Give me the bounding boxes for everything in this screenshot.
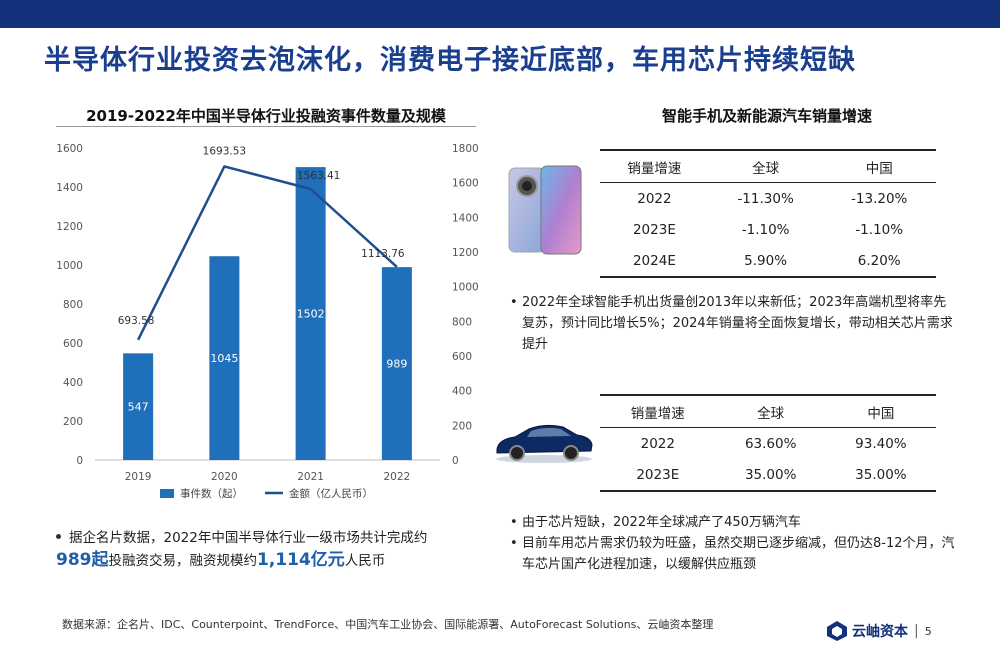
line-series bbox=[137, 165, 398, 341]
line-value-label: 1113.76 bbox=[361, 248, 405, 260]
logo-text: 云岫资本 bbox=[852, 624, 908, 640]
legend-bar-swatch bbox=[160, 489, 174, 498]
right-title: 智能手机及新能源汽车销量增速 bbox=[661, 107, 872, 125]
table-cell: 5.90% bbox=[708, 245, 823, 278]
bar-value-label: 989 bbox=[386, 358, 407, 371]
line-value-label: 1563.41 bbox=[297, 170, 340, 182]
bullet-dot bbox=[56, 534, 61, 539]
y-left-tick-label: 1600 bbox=[56, 143, 83, 155]
table-cell: 6.20% bbox=[822, 245, 936, 278]
table2-header-metric: 销量增速 bbox=[600, 394, 716, 428]
bar bbox=[295, 167, 326, 461]
y-right-tick-label: 1800 bbox=[452, 143, 479, 155]
table-row: 2023E -1.10% -1.10% bbox=[600, 214, 936, 245]
deal-amount: 1,114亿元 bbox=[257, 550, 345, 570]
table-cell: -1.10% bbox=[855, 221, 904, 238]
nev-note: 由于芯片短缺，2022年全球减产了450万辆汽车 目前车用芯片需求仍较为旺盛，虽… bbox=[510, 512, 955, 575]
table1-header-global: 全球 bbox=[708, 149, 823, 183]
table1-header-metric: 销量增速 bbox=[600, 149, 709, 183]
y-left-tick-label: 200 bbox=[63, 416, 83, 428]
table-cell: 2023E bbox=[632, 221, 676, 238]
x-tick-label: 2022 bbox=[384, 471, 411, 483]
data-source: 数据来源：企名片、IDC、Counterpoint、TrendForce、中国汽… bbox=[62, 618, 714, 631]
y-right-tick-label: 1200 bbox=[452, 247, 479, 259]
top-banner bbox=[0, 0, 1000, 28]
car-image bbox=[496, 424, 593, 463]
bar bbox=[209, 256, 240, 460]
smartphone-image bbox=[508, 165, 582, 255]
y-right-tick-label: 200 bbox=[452, 420, 472, 432]
table-cell: 2022 bbox=[640, 435, 675, 452]
table-cell: 35.00% bbox=[825, 459, 936, 492]
list-item: 目前车用芯片需求仍较为旺盛，虽然交期已逐步缩减，但仍达8-12个月，汽车芯片国产… bbox=[510, 533, 955, 575]
x-tick-label: 2019 bbox=[125, 471, 152, 483]
y-left-tick-label: 800 bbox=[63, 299, 83, 311]
table-cell: 63.60% bbox=[744, 435, 797, 452]
table-cell: 35.00% bbox=[715, 459, 826, 492]
left-bullet-mid: 投融资交易，融资规模约 bbox=[108, 553, 258, 569]
table-cell: -11.30% bbox=[737, 190, 794, 207]
table-cell: -1.10% bbox=[741, 221, 790, 238]
investment-chart: 0 200 400 600 800 1000 1200 1400 1600 0 200 400 600 8… bbox=[56, 143, 479, 500]
y-left-tick-label: 400 bbox=[63, 377, 83, 389]
brand-logo: 云岫资本 | 5 bbox=[826, 620, 932, 642]
page-number: 5 bbox=[924, 624, 932, 638]
table-row: 2022 63.60% 93.40% bbox=[600, 428, 936, 460]
table-row: 2023E 35.00% 35.00% bbox=[600, 459, 936, 492]
y-left-tick-label: 0 bbox=[76, 455, 83, 467]
table-cell: 2023E bbox=[600, 459, 716, 492]
page-separator: | bbox=[914, 623, 919, 639]
legend-line-label: 金额（亿人民币） bbox=[289, 487, 373, 500]
deal-count: 989起 bbox=[56, 550, 109, 570]
nev-sales-table: 销量增速 全球 中国 2022 63.60% 93.40% 2023E 35.0… bbox=[600, 394, 936, 492]
table-row: 2022 -11.30% -13.20% bbox=[600, 183, 936, 215]
smartphone-sales-table: 销量增速 全球 中国 2022 -11.30% -13.20% 2023E -1… bbox=[600, 149, 936, 278]
y-right-tick-label: 400 bbox=[452, 386, 472, 398]
y-left-tick-label: 1000 bbox=[56, 260, 83, 272]
table2-header-china: 中国 bbox=[825, 394, 936, 428]
y-right-tick-label: 1000 bbox=[452, 282, 479, 294]
y-right-tick-label: 800 bbox=[452, 316, 472, 328]
line-value-label: 1693.53 bbox=[203, 145, 246, 157]
y-left-tick-label: 1400 bbox=[56, 182, 83, 194]
line-value-label: 693.58 bbox=[118, 315, 155, 327]
y-left-tick-label: 600 bbox=[63, 338, 83, 350]
table-cell: 93.40% bbox=[855, 435, 907, 452]
table1-header-china: 中国 bbox=[822, 149, 936, 183]
y-right-tick-label: 600 bbox=[452, 351, 472, 363]
y-right-tick-label: 0 bbox=[452, 455, 459, 467]
y-right-tick-label: 1600 bbox=[452, 178, 479, 190]
bar-value-label: 1045 bbox=[210, 352, 238, 365]
legend-bar-label: 事件数（起） bbox=[180, 487, 243, 500]
bar-value-label: 547 bbox=[128, 401, 149, 414]
left-bullet-prefix: 据企名片数据，2022年中国半导体行业一级市场共计完成约 bbox=[69, 530, 428, 546]
chart-title: 2019-2022年中国半导体行业投融资事件数量及规模 bbox=[86, 107, 446, 125]
x-tick-label: 2020 bbox=[211, 471, 238, 483]
y-left-tick-label: 1200 bbox=[56, 221, 83, 233]
table-cell: 2022 bbox=[637, 190, 672, 207]
table-cell: -13.20% bbox=[851, 190, 908, 207]
y-right-tick-label: 1400 bbox=[452, 212, 479, 224]
title-divider bbox=[56, 126, 476, 127]
slide-title: 半导体行业投资去泡沫化，消费电子接近底部，车用芯片持续短缺 bbox=[44, 45, 856, 76]
smartphone-note: 2022年全球智能手机出货量创2013年以来新低；2023年高端机型将率先复苏，… bbox=[510, 292, 955, 355]
x-tick-label: 2021 bbox=[297, 471, 324, 483]
bar bbox=[381, 267, 412, 460]
left-bullet-suffix: 人民币 bbox=[344, 553, 386, 569]
list-item: 2022年全球智能手机出货量创2013年以来新低；2023年高端机型将率先复苏，… bbox=[510, 292, 955, 355]
table2-header-global: 全球 bbox=[715, 394, 826, 428]
list-item: 由于芯片短缺，2022年全球减产了450万辆汽车 bbox=[510, 512, 955, 533]
bar-value-label: 1502 bbox=[297, 308, 325, 321]
table-cell: 2024E bbox=[600, 245, 709, 278]
left-bullet: 据企名片数据，2022年中国半导体行业一级市场共计完成约 989起投融资交易，融… bbox=[56, 527, 496, 572]
table-row: 2024E 5.90% 6.20% bbox=[600, 245, 936, 278]
logo-icon bbox=[827, 621, 847, 641]
bar bbox=[123, 353, 154, 460]
